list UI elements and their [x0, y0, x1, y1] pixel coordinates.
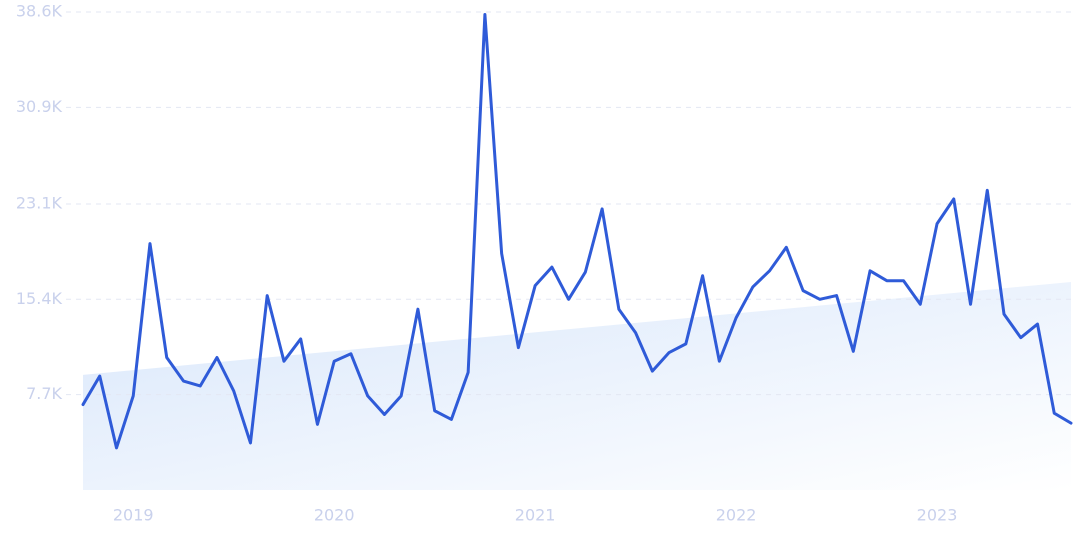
- data-line: [81, 12, 1073, 450]
- y-tick-label: 7.7K: [26, 384, 62, 403]
- x-tick-label: 2020: [314, 506, 355, 525]
- y-tick-label: 38.6K: [16, 2, 63, 21]
- x-tick-label: 2023: [917, 506, 958, 525]
- y-tick-label: 30.9K: [16, 97, 63, 116]
- x-tick-label: 2022: [716, 506, 757, 525]
- trend-area: [83, 281, 1071, 490]
- x-tick-label: 2021: [515, 506, 556, 525]
- y-tick-label: 23.1K: [16, 193, 63, 212]
- x-tick-label: 2019: [113, 506, 154, 525]
- y-tick-label: 15.4K: [16, 289, 63, 308]
